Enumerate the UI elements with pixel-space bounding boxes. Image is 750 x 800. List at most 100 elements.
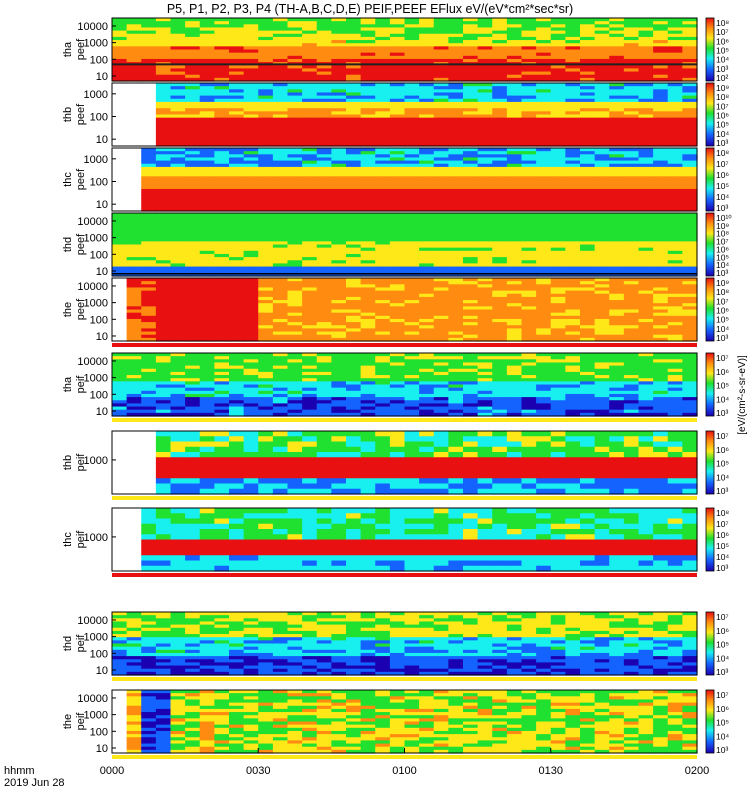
spectrogram-cell xyxy=(346,322,362,326)
spectrogram-cell xyxy=(112,409,128,414)
spectrogram-cell xyxy=(667,148,683,152)
spectrogram-cell xyxy=(550,30,566,35)
spectrogram-cell xyxy=(419,406,435,411)
spectrogram-cell xyxy=(185,303,201,307)
spectrogram-cell xyxy=(243,478,259,485)
spectrogram-cell xyxy=(170,272,186,277)
spectrogram-cell xyxy=(594,371,610,376)
spectrogram-cell xyxy=(199,325,215,329)
spectrogram-cell xyxy=(199,409,215,414)
spectrogram-cell xyxy=(316,86,332,90)
spectrogram-cell xyxy=(536,157,552,162)
spectrogram-cell xyxy=(331,384,347,389)
spectrogram-cell xyxy=(346,293,362,298)
spectrogram-cell xyxy=(419,65,435,69)
spectrogram-cell xyxy=(375,65,391,69)
spectrogram-cell xyxy=(331,409,347,414)
spectrogram-cell xyxy=(316,266,332,271)
spectrogram-cell xyxy=(360,387,376,392)
spectrogram-cell xyxy=(638,325,654,329)
spectrogram-cell xyxy=(360,269,376,274)
spectrogram-cell xyxy=(667,71,683,76)
spectrogram-cell xyxy=(287,306,303,311)
spectrogram-cell xyxy=(623,322,640,326)
spectrogram-cell xyxy=(375,387,391,392)
spectrogram-cell xyxy=(185,269,201,274)
spectrogram-cell xyxy=(243,353,259,357)
spectrogram-cell xyxy=(170,166,186,171)
spectrogram-cell xyxy=(433,127,449,131)
spectrogram-cell xyxy=(214,36,230,41)
spectrogram-cell xyxy=(667,300,683,304)
spectrogram-cell xyxy=(463,151,479,155)
spectrogram-cell xyxy=(126,390,142,395)
spectrogram-cell xyxy=(214,260,230,264)
spectrogram-cell xyxy=(594,222,610,227)
spectrogram-cell xyxy=(302,24,318,29)
spectrogram-cell xyxy=(433,216,449,220)
spectrogram-cell xyxy=(287,247,303,252)
spectrogram-cell xyxy=(565,362,581,367)
spectrogram-cell xyxy=(316,260,332,264)
spectrogram-cell xyxy=(360,309,376,314)
spectrogram-cell xyxy=(258,356,274,360)
spectrogram-cell xyxy=(609,71,625,76)
spectrogram-cell xyxy=(360,170,376,174)
spectrogram-cell xyxy=(199,478,215,485)
spectrogram-cell xyxy=(638,166,654,171)
spectrogram-cell xyxy=(404,176,420,181)
spectrogram-cell xyxy=(433,151,449,155)
spectrogram-cell xyxy=(112,36,128,41)
spectrogram-cell xyxy=(477,89,493,94)
spectrogram-cell xyxy=(594,312,610,317)
spectrogram-cell xyxy=(360,52,376,57)
spectrogram-cell xyxy=(375,192,391,196)
spectrogram-cell xyxy=(272,384,289,389)
spectrogram-cell xyxy=(346,231,362,236)
spectrogram-cell xyxy=(448,114,464,119)
spectrogram-cell xyxy=(287,114,303,119)
spectrogram-cell xyxy=(653,33,669,38)
spectrogram-cell xyxy=(346,356,362,360)
spectrogram-cell xyxy=(287,365,303,370)
spectrogram-cell xyxy=(243,36,259,41)
spectrogram-cell xyxy=(638,403,654,408)
spectrogram-cell xyxy=(272,281,289,285)
spectrogram-cell xyxy=(185,157,201,162)
spectrogram-cell xyxy=(258,139,274,144)
spectrogram-cell xyxy=(492,18,508,22)
spectrogram-cell xyxy=(609,163,625,168)
spectrogram-cell xyxy=(155,114,172,119)
spectrogram-cell xyxy=(141,390,157,395)
spectrogram-cell xyxy=(243,303,259,307)
spectrogram-cell xyxy=(594,30,610,35)
spectrogram-cell xyxy=(477,222,493,227)
spectrogram-cell xyxy=(623,148,640,152)
spectrogram-cell xyxy=(155,397,172,401)
spectrogram-cell xyxy=(536,312,552,317)
spectrogram-cell xyxy=(389,204,406,209)
spectrogram-cell xyxy=(185,68,201,73)
spectrogram-cell xyxy=(609,195,625,199)
spectrogram-cell xyxy=(506,257,523,261)
spectrogram-cell xyxy=(214,133,230,138)
spectrogram-cell xyxy=(126,244,142,249)
spectrogram-cell xyxy=(155,192,172,196)
spectrogram-cell xyxy=(229,296,245,301)
spectrogram-cell xyxy=(565,266,581,271)
spectrogram-cell xyxy=(492,241,508,246)
spectrogram-cell xyxy=(214,266,230,271)
spectrogram-cell xyxy=(536,46,552,51)
y-tick-label: 10 xyxy=(96,134,108,146)
spectrogram-cell xyxy=(272,127,289,131)
spectrogram-cell xyxy=(565,136,581,141)
spectrogram-cell xyxy=(623,238,640,242)
spectrogram-cell xyxy=(521,368,537,373)
spectrogram-cell xyxy=(682,257,698,261)
spectrogram-cell xyxy=(404,98,420,103)
spectrogram-cell xyxy=(346,111,362,116)
spectrogram-cell xyxy=(433,266,449,271)
spectrogram-cell xyxy=(346,24,362,29)
spectrogram-cell xyxy=(433,359,449,364)
spectrogram-cell xyxy=(258,315,274,320)
